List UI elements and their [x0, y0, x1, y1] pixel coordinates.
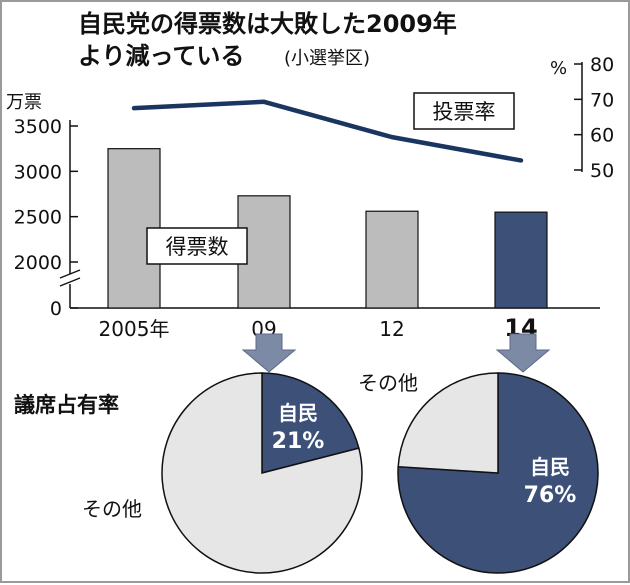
- pie09-slice-other: [161, 372, 363, 574]
- seat-share-title: 議席占有率: [14, 393, 119, 417]
- bar-12: [365, 210, 419, 309]
- pie09-ldp-label: 自民: [278, 401, 318, 425]
- left-tick-label: 0: [50, 298, 62, 320]
- left-tick-label: 2000: [14, 252, 62, 274]
- right-tick-label: 80: [590, 54, 614, 76]
- axis-break-mark: [59, 269, 81, 287]
- arrow-09: [241, 333, 297, 373]
- chart-title-line1: 自民党の得票数は大敗した2009年: [78, 10, 457, 38]
- right-axis-unit: %: [550, 58, 567, 79]
- votes-label-box: 得票数: [146, 227, 248, 265]
- left-tick-label: 3500: [14, 116, 62, 138]
- x-tick-label: 2005年: [99, 317, 170, 341]
- right-tick-label: 60: [590, 125, 614, 147]
- left-tick-label: 2500: [14, 207, 62, 229]
- pie14-ldp-label: 自民: [530, 455, 570, 479]
- pie14-other-label: その他: [358, 371, 418, 395]
- turnout-series-name: 投票率: [433, 100, 496, 124]
- votes-series-name: 得票数: [166, 235, 229, 259]
- pie14-ldp-value: 76%: [524, 483, 577, 508]
- bar-14: [494, 211, 548, 309]
- left-tick-label: 3000: [14, 161, 62, 183]
- turnout-line: [131, 99, 524, 163]
- chart-title-line2: より減っている: [78, 42, 244, 70]
- arrow-14: [495, 333, 551, 373]
- pie09-other-label: その他: [82, 497, 142, 521]
- chart-title-note: (小選挙区): [284, 48, 370, 69]
- x-tick-label: 12: [379, 317, 404, 341]
- turnout-label-box: 投票率: [413, 92, 515, 130]
- pie14-slice-other: [397, 372, 499, 474]
- pie09-slice-ldp: [261, 372, 360, 474]
- right-tick-label: 50: [590, 160, 614, 182]
- right-tick-label: 70: [590, 89, 614, 111]
- left-axis-unit: 万票: [6, 92, 42, 113]
- pie09-ldp-value: 21%: [272, 429, 325, 454]
